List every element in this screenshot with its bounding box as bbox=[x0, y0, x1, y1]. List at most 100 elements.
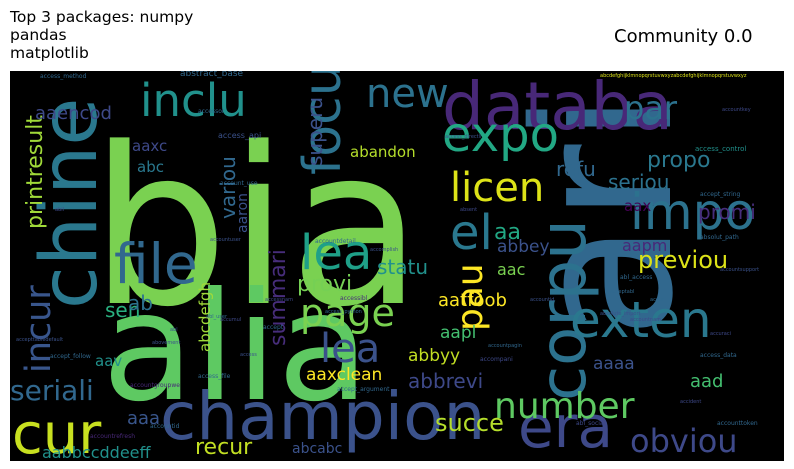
wordcloud-word-aapl: aapl bbox=[440, 323, 476, 343]
wordcloud-word-aabbccddeeff: aabbccddeeff bbox=[42, 443, 152, 461]
wordcloud-word-ab: ab bbox=[128, 291, 153, 315]
wordcloud-word-aatfoob: aatfoob bbox=[438, 290, 507, 311]
wordcloud-word-par: par bbox=[624, 89, 678, 127]
wordcloud-word-accessor: accessor bbox=[198, 108, 225, 115]
wordcloud-word-superu: superu bbox=[303, 97, 327, 166]
wordcloud-word-abc: abc bbox=[137, 158, 164, 176]
wordcloud-word-bia: bia bbox=[90, 102, 423, 355]
wordcloud-word-accepttabledefault: accepttabledefault bbox=[16, 337, 63, 343]
wordcloud-word-accomplish: accomplish bbox=[370, 247, 398, 253]
wordcloud-word-accuraci: accuraci bbox=[710, 331, 731, 337]
wordcloud-word-accountkey: accountkey bbox=[722, 107, 751, 113]
wordcloud-word-file: file bbox=[114, 232, 198, 296]
wordcloud-word-new: new bbox=[366, 71, 449, 117]
wordcloud-word-sen: sen bbox=[105, 298, 140, 322]
chart-title-packages: Top 3 packages: numpy pandas matplotlib bbox=[10, 8, 194, 62]
wordcloud-panel: bia alia ari chine champion corpu databa expo cu… bbox=[10, 71, 784, 461]
wordcloud-word-obviou: obviou bbox=[630, 422, 738, 460]
wordcloud-word-abstract_base: abstract_base bbox=[180, 71, 244, 79]
wordcloud-word-accompani: accompani bbox=[480, 356, 513, 363]
wordcloud-word-abcdefgh: abcdefgh bbox=[196, 282, 214, 352]
wordcloud-word-statu: statu bbox=[377, 255, 428, 279]
wordcloud-word-absolut_path: absolut_path bbox=[700, 234, 739, 241]
wordcloud-word-aaencod: aaencod bbox=[35, 103, 112, 124]
wordcloud-word-access: access bbox=[240, 352, 257, 358]
wordcloud-word-ari: ari bbox=[494, 92, 715, 339]
wordcloud-word-accept: accept bbox=[263, 324, 284, 331]
wordcloud-word-abovement: abovement bbox=[152, 340, 180, 346]
wordcloud-word-page: page bbox=[300, 291, 395, 335]
wordcloud-word-licen: licen bbox=[450, 165, 544, 211]
wordcloud-word-summari: summari bbox=[266, 249, 291, 346]
wordcloud-word-cur: cur bbox=[12, 402, 102, 461]
wordcloud-word-el: el bbox=[450, 205, 493, 261]
wordcloud-word-accountnam: accountnam bbox=[630, 317, 661, 323]
wordcloud-word-access_control: access_control bbox=[695, 145, 746, 153]
wordcloud-word-recur: recur bbox=[195, 435, 253, 460]
wordcloud-word-abbyy: abbyy bbox=[408, 346, 460, 366]
wordcloud-word-accessnam: accessnam bbox=[265, 297, 293, 303]
wordcloud-word-accident: accident bbox=[680, 399, 701, 405]
wordcloud-word-incur: incur bbox=[19, 285, 59, 373]
wordcloud-word-accountrefresh: accountrefresh bbox=[90, 433, 135, 440]
wordcloud-word-champion: champion bbox=[160, 378, 485, 455]
wordcloud-word-seriali: seriali bbox=[10, 374, 94, 407]
wordcloud-word-promi: promi bbox=[698, 200, 756, 224]
wordcloud-word-accountuser: accountuser bbox=[210, 237, 242, 243]
wordcloud-word-aaa: aaa bbox=[127, 408, 160, 429]
wordcloud-word-abcdefghijklmnopqrstuvwxyzabcdefghijklmnopqrstuvwxyz: abcdefghijklmnopqrstuvwxyzabcdefghijklmn… bbox=[600, 73, 747, 79]
wordcloud-word-abl_social: abl_social bbox=[576, 420, 606, 427]
wordcloud-word-aaaa: aaaa bbox=[593, 354, 635, 374]
wordcloud-word-accur: accur bbox=[650, 297, 665, 303]
wordcloud-word-databa: databa bbox=[442, 71, 673, 145]
wordcloud-word-aaron: aaron bbox=[235, 193, 251, 233]
wordcloud-word-variou: variou bbox=[216, 156, 240, 219]
wordcloud-word-inclu: inclu bbox=[140, 74, 247, 127]
wordcloud-word-absolute_import: absolute_import bbox=[600, 311, 641, 317]
wordcloud-word-accounttoken: accounttoken bbox=[717, 420, 758, 427]
wordcloud-word-expo: expo bbox=[442, 107, 559, 163]
wordcloud-word-corpu: corpu bbox=[527, 219, 601, 401]
wordcloud-word-seriou: seriou bbox=[608, 170, 669, 194]
wordcloud-word-abl: abl bbox=[170, 327, 178, 333]
wordcloud-word-aaxclean: aaxclean bbox=[306, 365, 382, 385]
wordcloud-word-printresult: printresult bbox=[23, 115, 48, 229]
wordcloud-word-abl_user: abl_user bbox=[206, 314, 228, 320]
wordcloud-word-era: era bbox=[518, 393, 613, 461]
wordcloud-word-access_directli: access_directli bbox=[445, 134, 481, 140]
wordcloud-word-accumul: accumul bbox=[220, 317, 241, 323]
wordcloud-word-abandon: abandon bbox=[350, 143, 416, 161]
wordcloud-word-accept_argument: accept_argument bbox=[337, 386, 390, 393]
wordcloud-word-propo: propo bbox=[647, 148, 710, 173]
wordcloud-word-focu: focu bbox=[293, 71, 353, 175]
wordcloud-word-absent: absent bbox=[460, 207, 477, 213]
wordcloud-word-lea: lea bbox=[320, 326, 380, 372]
wordcloud-word-accountid: accountid bbox=[530, 297, 554, 303]
wordcloud-word-provi: provi bbox=[297, 272, 352, 297]
wordcloud-word-accountdetail: accountdetail bbox=[315, 238, 356, 245]
wordcloud-word-aaxc: aaxc bbox=[132, 137, 167, 155]
wordcloud-word-accountgroupwe: accountgroupwe bbox=[130, 382, 180, 389]
wordcloud-word-access_data: access_data bbox=[700, 352, 737, 359]
wordcloud-word-previou: previou bbox=[638, 246, 728, 274]
wordcloud-word-accept_string: accept_string bbox=[700, 191, 741, 198]
wordcloud-word-aapm: aapm bbox=[622, 236, 667, 255]
wordcloud-word-refu: refu bbox=[556, 157, 596, 181]
wordcloud-word-aac: aac bbox=[497, 260, 525, 279]
wordcloud-word-pau: pau bbox=[450, 263, 491, 331]
wordcloud-word-access_method: access_method bbox=[40, 73, 87, 80]
wordcloud-word-account_use: account_use bbox=[220, 180, 258, 187]
wordcloud-word-abbey: abbey bbox=[497, 237, 550, 257]
wordcloud-word-accessibl: accessibl bbox=[340, 295, 368, 302]
wordcloud-word-accountpagin: accountpagin bbox=[488, 343, 522, 349]
wordcloud-word-access_python: access_python bbox=[325, 309, 362, 315]
wordcloud-word-accountsupport: accountsupport bbox=[720, 267, 759, 273]
wordcloud-word-aa: aa bbox=[494, 220, 521, 245]
wordcloud-word-access_file: access_file bbox=[198, 373, 231, 380]
wordcloud-word-chine: chine bbox=[25, 98, 115, 309]
wordcloud-word-aad: aad bbox=[690, 371, 724, 392]
wordcloud-word-accountid: accountid bbox=[150, 423, 180, 430]
wordcloud-word-aax: aax bbox=[624, 197, 651, 215]
wordcloud-word-lea: lea bbox=[300, 225, 372, 281]
